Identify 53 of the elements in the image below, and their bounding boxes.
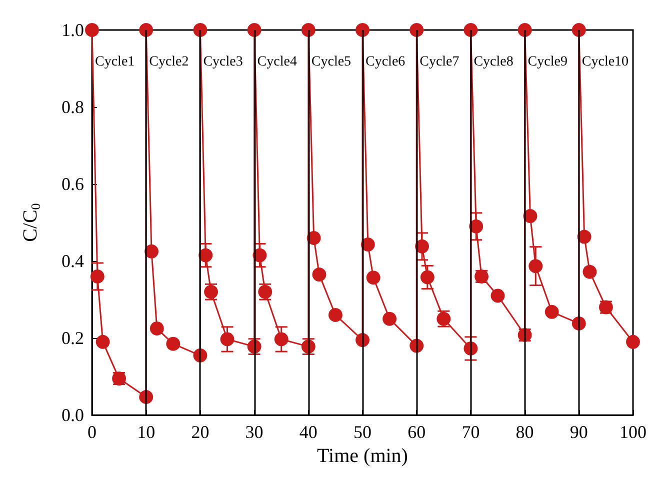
point bbox=[582, 264, 597, 279]
point bbox=[382, 312, 397, 326]
x-tick-label: 90 bbox=[570, 422, 588, 442]
point bbox=[328, 308, 342, 322]
x-tick-label: 30 bbox=[245, 422, 264, 442]
point bbox=[523, 209, 538, 223]
annotation: Cycle5 bbox=[311, 54, 352, 70]
y-tick-label: 0.0 bbox=[62, 405, 84, 426]
x-tick-label: 80 bbox=[516, 422, 534, 442]
y-tick-label: 0.2 bbox=[62, 328, 84, 348]
annotation: Cycle7 bbox=[420, 54, 460, 70]
y-tick-label: 0.8 bbox=[62, 97, 84, 118]
y-axis-title: C/C0 bbox=[20, 203, 43, 242]
annotation: Cycle3 bbox=[203, 54, 243, 70]
point bbox=[518, 23, 532, 37]
point bbox=[96, 334, 110, 349]
y-tick-label: 1.0 bbox=[62, 20, 84, 40]
x-tick-label: 100 bbox=[620, 422, 646, 442]
point bbox=[366, 270, 380, 285]
annotation: Cycle8 bbox=[474, 54, 514, 70]
point bbox=[85, 23, 99, 37]
annotation: Cycle2 bbox=[149, 54, 189, 70]
x-tick-label: 0 bbox=[88, 422, 96, 442]
point bbox=[360, 238, 375, 252]
y-tick-label: 0.6 bbox=[62, 174, 84, 194]
point bbox=[150, 321, 164, 336]
x-tick-label: 50 bbox=[354, 422, 372, 442]
x-axis-title: Time (min) bbox=[317, 445, 408, 467]
point bbox=[166, 336, 180, 351]
point bbox=[464, 23, 478, 37]
x-tick-label: 60 bbox=[408, 422, 426, 442]
point bbox=[193, 23, 208, 37]
point bbox=[626, 334, 640, 349]
x-tick-label: 10 bbox=[137, 422, 156, 442]
point bbox=[572, 23, 586, 37]
annotation: Cycle4 bbox=[257, 54, 297, 70]
point bbox=[247, 23, 262, 37]
y-tick-label: 0.4 bbox=[62, 251, 84, 272]
annotation: Cycle6 bbox=[366, 54, 406, 70]
point bbox=[490, 288, 505, 303]
x-tick-label: 40 bbox=[299, 422, 318, 442]
point bbox=[356, 23, 370, 37]
point bbox=[301, 23, 316, 37]
point bbox=[410, 23, 424, 37]
annotation: Cycle9 bbox=[528, 54, 568, 70]
point bbox=[144, 244, 159, 258]
annotation: Cycle1 bbox=[95, 54, 135, 70]
x-tick-label: 70 bbox=[462, 422, 480, 442]
annotation: Cycle10 bbox=[582, 54, 629, 70]
point bbox=[312, 268, 326, 282]
point bbox=[139, 23, 154, 37]
point bbox=[544, 304, 559, 319]
x-tick-label: 20 bbox=[191, 422, 210, 442]
